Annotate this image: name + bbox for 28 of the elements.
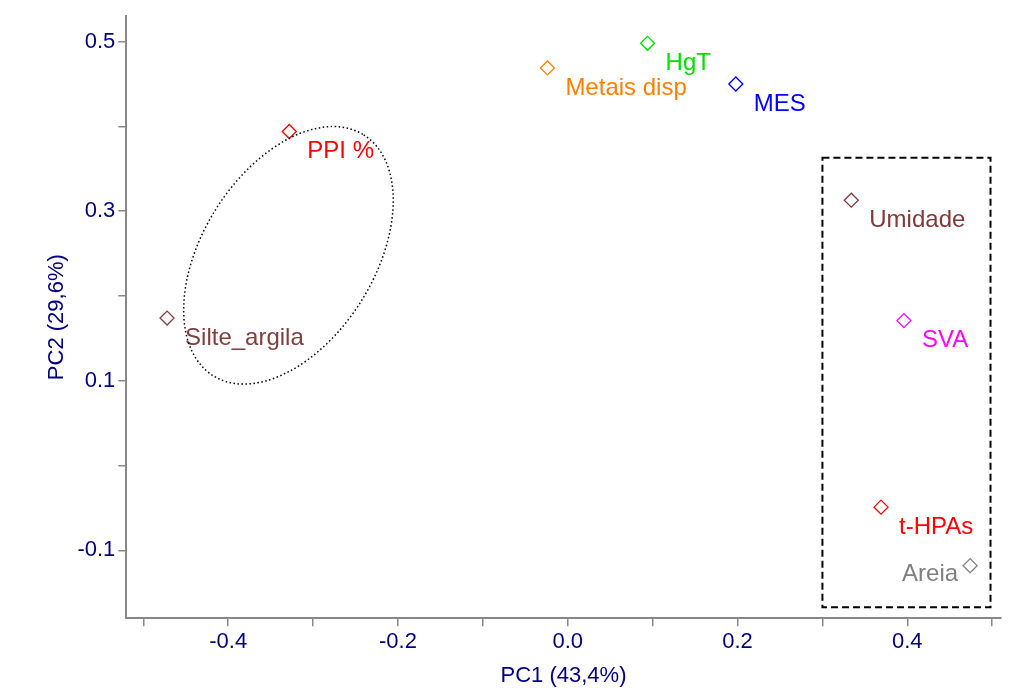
series-label: Umidade: [869, 204, 966, 232]
x-tick-label: 0.4: [892, 628, 923, 654]
series-label: SVA: [921, 325, 969, 353]
x-axis-title: PC1 (43,4%): [500, 661, 627, 687]
x-tick-label: -0.2: [379, 628, 417, 654]
point: [539, 60, 556, 76]
series-label: t-HPAs: [899, 511, 974, 539]
point: [843, 192, 859, 208]
series-label: HgT: [665, 47, 712, 75]
point: [281, 123, 297, 140]
point: [873, 499, 889, 515]
y-axis-title: PC2 (29,6%): [43, 254, 69, 381]
series-label: Areia: [902, 559, 959, 587]
y-tick-label: 0.3: [84, 197, 116, 223]
series-label: MES: [753, 88, 806, 116]
point: [639, 35, 656, 51]
y-tick-label: 0.5: [84, 27, 116, 53]
series-label: Silte_argila: [185, 322, 305, 350]
x-tick-label: 0.0: [552, 628, 584, 654]
x-tick-label: -0.4: [209, 628, 248, 654]
point: [159, 310, 175, 326]
x-tick-label: 0.2: [722, 628, 753, 654]
y-tick-label: 0.1: [84, 366, 116, 392]
point: [896, 312, 912, 329]
series-label: PPI %: [307, 136, 375, 164]
point: [728, 76, 744, 92]
y-tick-label: -0.1: [77, 536, 116, 562]
point: [962, 557, 978, 574]
